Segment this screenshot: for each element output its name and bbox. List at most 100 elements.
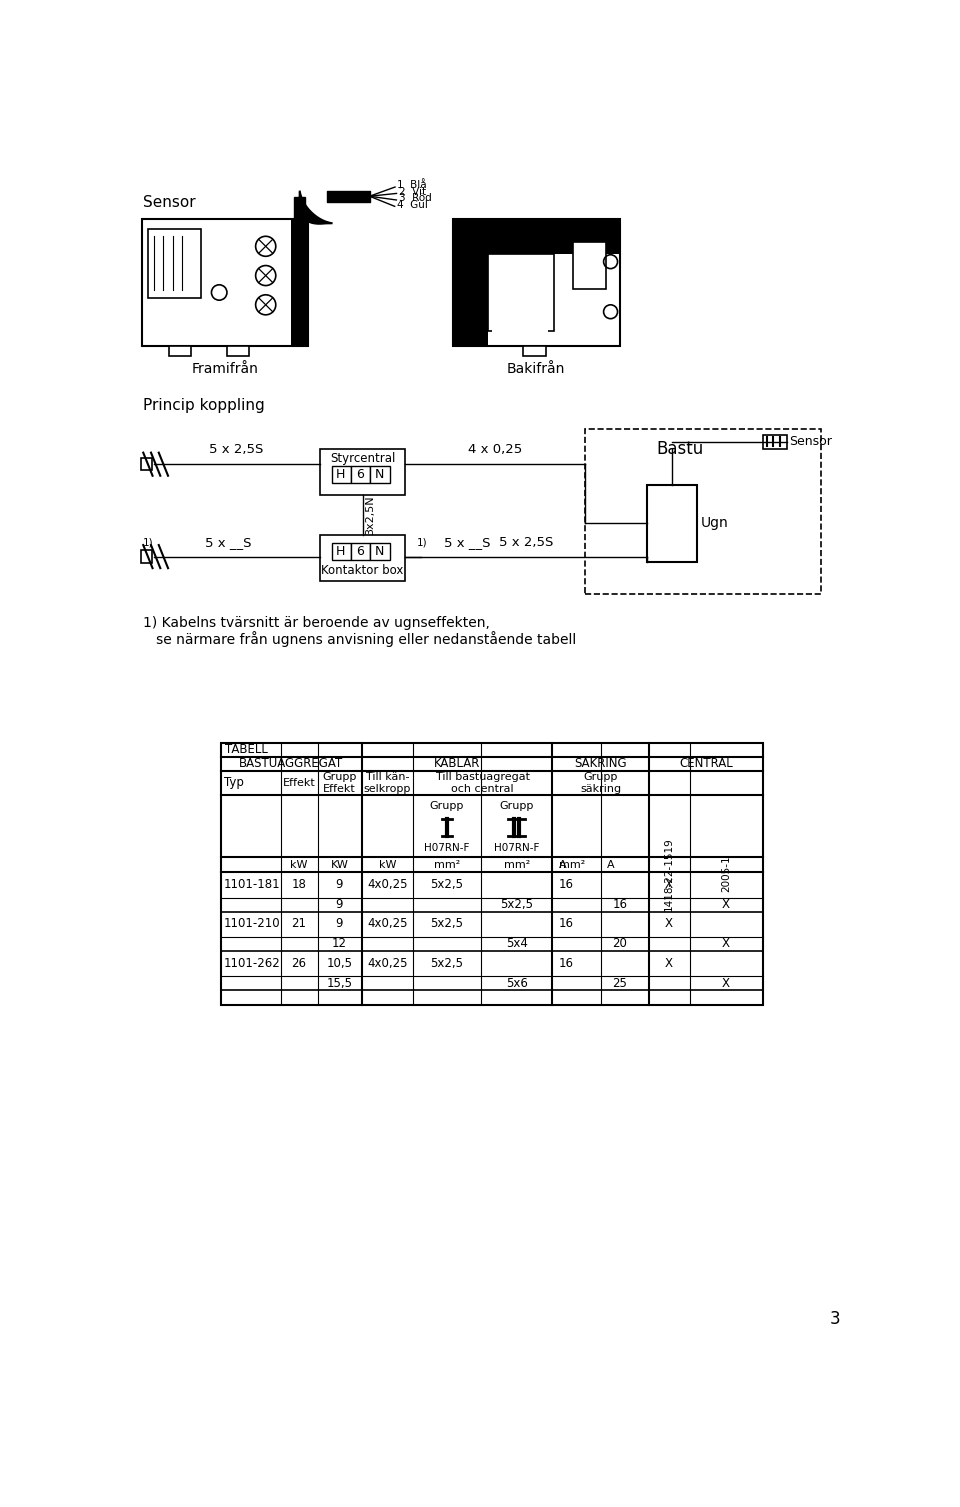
- Text: BASTUAGGREGAT: BASTUAGGREGAT: [239, 757, 344, 770]
- Text: Grupp
Effekt: Grupp Effekt: [323, 772, 356, 794]
- Text: Grupp
säkring: Grupp säkring: [580, 772, 621, 794]
- Text: H: H: [336, 544, 346, 558]
- Bar: [148, 229, 201, 298]
- Text: 16: 16: [612, 898, 628, 912]
- Text: 5x2,5: 5x2,5: [500, 898, 534, 912]
- Bar: [488, 220, 620, 255]
- Text: 25: 25: [612, 977, 627, 990]
- Text: 3: 3: [830, 1310, 841, 1328]
- Text: H07RN-F: H07RN-F: [424, 842, 469, 853]
- Text: N: N: [375, 544, 384, 558]
- Bar: [585, 429, 822, 594]
- Bar: [371, 543, 390, 559]
- Text: 4  Gul: 4 Gul: [397, 200, 428, 209]
- Bar: [492, 258, 548, 335]
- Text: N: N: [375, 467, 384, 481]
- Text: H07RN-F: H07RN-F: [494, 842, 540, 853]
- Text: 6: 6: [356, 544, 364, 558]
- Text: 1  Blå: 1 Blå: [397, 181, 427, 190]
- Text: X: X: [664, 918, 673, 930]
- Text: 26: 26: [292, 957, 306, 969]
- Text: H: H: [336, 467, 346, 481]
- Text: Sensor: Sensor: [789, 436, 831, 449]
- Text: 5x6: 5x6: [506, 977, 528, 990]
- Text: mm²: mm²: [434, 859, 460, 870]
- Text: 1101-181: 1101-181: [224, 879, 280, 891]
- Text: 1): 1): [143, 538, 154, 547]
- Text: Sensor: Sensor: [143, 194, 196, 209]
- Text: Effekt: Effekt: [282, 778, 316, 788]
- Text: TABELL: TABELL: [225, 743, 268, 757]
- Text: X: X: [722, 937, 730, 951]
- Text: X: X: [664, 957, 673, 969]
- Text: 1418-22-1519: 1418-22-1519: [663, 836, 674, 910]
- Text: 16: 16: [559, 918, 574, 930]
- Text: 9: 9: [336, 898, 343, 912]
- Text: 4 x 0,25: 4 x 0,25: [468, 443, 522, 457]
- Text: 5x2,5: 5x2,5: [430, 918, 464, 930]
- Text: 16: 16: [559, 957, 574, 969]
- Text: 1101-210: 1101-210: [224, 918, 280, 930]
- Text: 4x0,25: 4x0,25: [367, 918, 408, 930]
- Text: 18: 18: [292, 879, 306, 891]
- Bar: [453, 220, 488, 347]
- Text: 4x0,25: 4x0,25: [367, 957, 408, 969]
- Bar: [453, 220, 620, 347]
- Bar: [320, 449, 405, 494]
- Text: mm²: mm²: [560, 859, 586, 870]
- Text: Grupp: Grupp: [499, 802, 534, 811]
- Text: 9: 9: [336, 879, 343, 891]
- Bar: [488, 255, 554, 332]
- Text: 1101-262: 1101-262: [224, 957, 280, 969]
- Text: 1) Kabelns tvärsnitt är beroende av ugnseffekten,: 1) Kabelns tvärsnitt är beroende av ugns…: [143, 616, 491, 630]
- Text: Kontaktor box: Kontaktor box: [322, 564, 404, 577]
- Text: Bastu: Bastu: [656, 440, 703, 458]
- Text: 10,5: 10,5: [326, 957, 352, 969]
- Text: Till kän-
selkropp: Till kän- selkropp: [364, 772, 411, 794]
- Text: Typ: Typ: [224, 776, 244, 790]
- Bar: [523, 347, 546, 356]
- Text: X: X: [722, 898, 730, 912]
- Text: KABLAR: KABLAR: [434, 757, 480, 770]
- Text: kW: kW: [378, 859, 396, 870]
- Text: 2005-1: 2005-1: [721, 856, 732, 892]
- Text: mm²: mm²: [504, 859, 530, 870]
- Text: A: A: [607, 859, 614, 870]
- Text: Framifrån: Framifrån: [191, 362, 258, 375]
- Text: Styrcentral: Styrcentral: [330, 452, 396, 464]
- Text: 15,5: 15,5: [326, 977, 352, 990]
- Text: 5 x __S: 5 x __S: [444, 536, 491, 549]
- Bar: [227, 347, 249, 356]
- Text: 5x4: 5x4: [506, 937, 528, 951]
- Bar: [295, 197, 305, 220]
- Bar: [320, 535, 405, 582]
- Bar: [331, 543, 351, 559]
- Bar: [142, 220, 308, 347]
- Text: 4x0,25: 4x0,25: [367, 879, 408, 891]
- Text: 5x2,5: 5x2,5: [430, 957, 464, 969]
- Text: 1): 1): [417, 538, 427, 547]
- Text: 16: 16: [559, 879, 574, 891]
- Circle shape: [255, 237, 276, 256]
- Text: A: A: [559, 859, 566, 870]
- Text: KW: KW: [330, 859, 348, 870]
- Text: 5 x __S: 5 x __S: [205, 536, 252, 549]
- Bar: [351, 543, 371, 559]
- Bar: [647, 485, 697, 562]
- Circle shape: [255, 295, 276, 315]
- Text: 20: 20: [612, 937, 627, 951]
- Text: 21: 21: [292, 918, 306, 930]
- Text: X: X: [722, 977, 730, 990]
- Text: Till bastuagregat
och central: Till bastuagregat och central: [436, 772, 530, 794]
- Text: 3  Röd: 3 Röd: [398, 193, 431, 203]
- Bar: [371, 466, 390, 482]
- Circle shape: [255, 265, 276, 285]
- Text: 6: 6: [356, 467, 364, 481]
- Text: kW: kW: [290, 859, 308, 870]
- Text: Princip koppling: Princip koppling: [143, 398, 265, 413]
- Text: X: X: [664, 879, 673, 891]
- Bar: [169, 347, 190, 356]
- Text: 12: 12: [332, 937, 347, 951]
- Bar: [331, 466, 351, 482]
- Text: se närmare från ugnens anvisning eller nedanstående tabell: se närmare från ugnens anvisning eller n…: [143, 631, 577, 647]
